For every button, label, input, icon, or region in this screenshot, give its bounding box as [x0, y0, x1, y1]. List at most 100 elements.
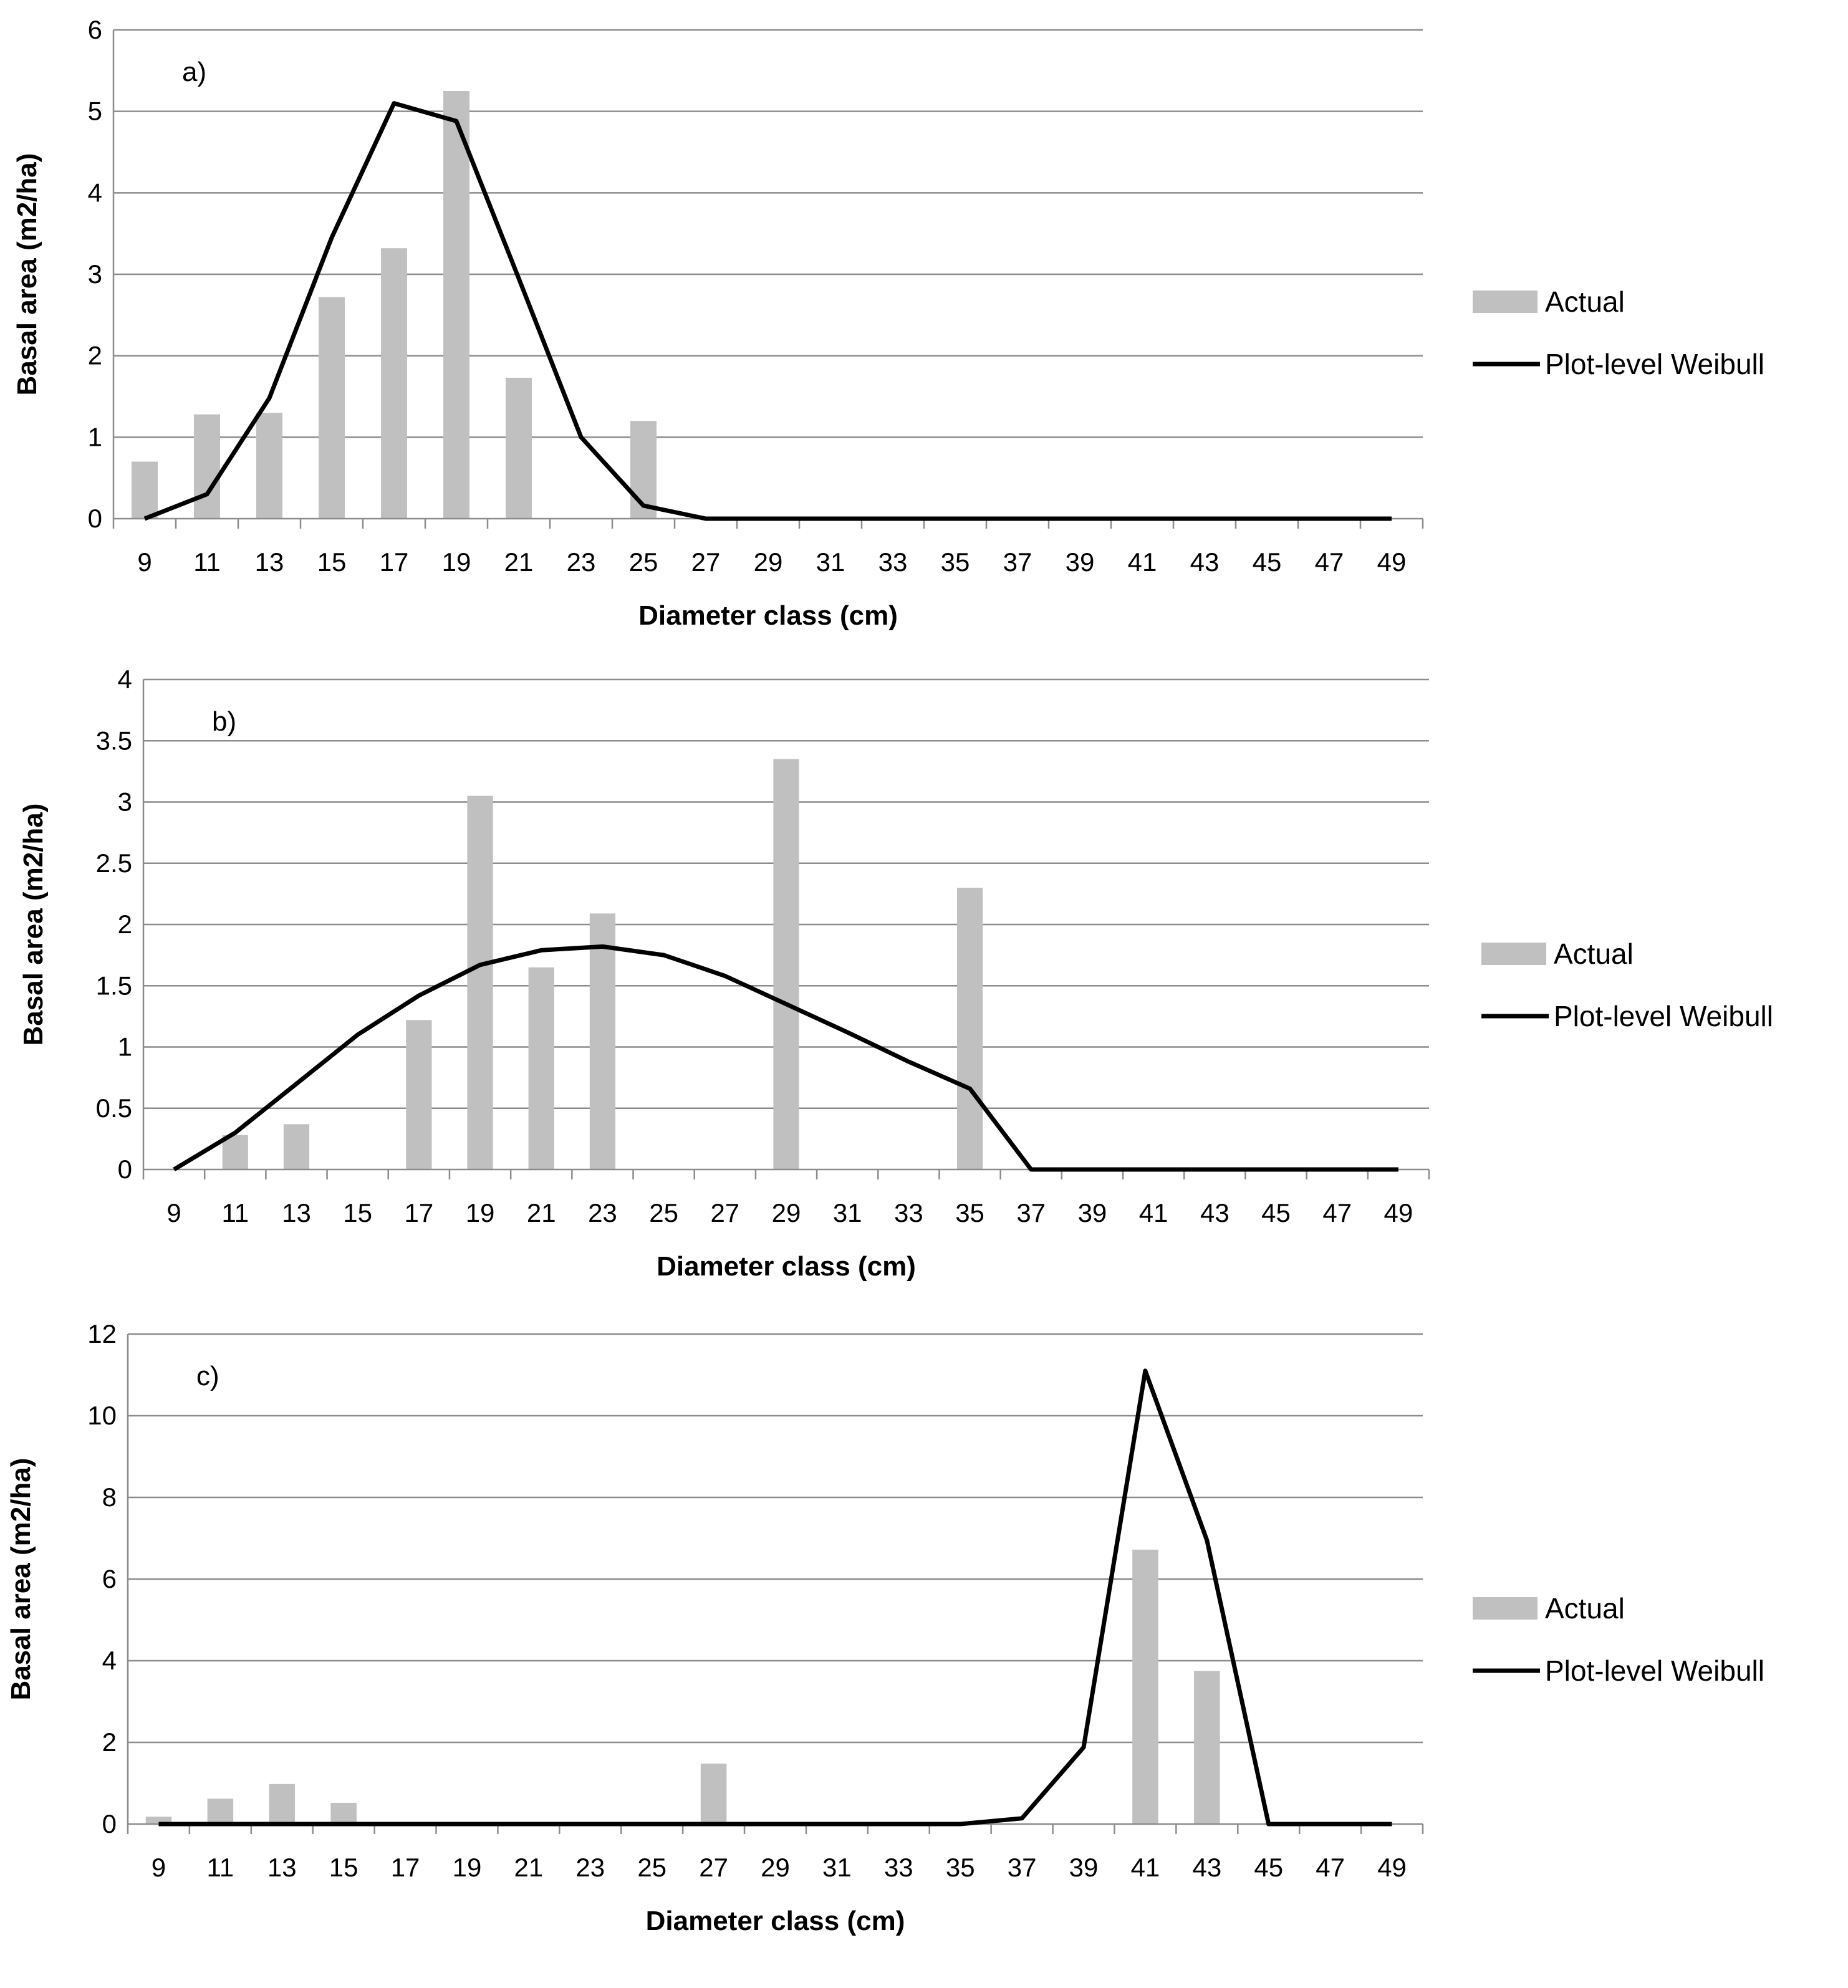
x-tick-label: 49 [1384, 1198, 1413, 1227]
x-tick-label: 15 [329, 1853, 359, 1882]
legend: Actual Plot-level Weibull [1473, 1592, 1764, 1687]
x-tick-label: 37 [1008, 1853, 1037, 1882]
y-tick-label: 0.5 [96, 1093, 132, 1123]
bar [330, 1802, 357, 1824]
y-tick-label: 10 [87, 1401, 117, 1430]
x-tick-label: 25 [637, 1853, 667, 1882]
x-tick-label: 9 [137, 547, 152, 577]
x-tick-label: 21 [514, 1853, 544, 1882]
x-tick-label: 41 [1139, 1198, 1168, 1227]
y-tick-label: 3.5 [96, 726, 132, 755]
legend-label-actual: Actual [1545, 1592, 1625, 1625]
bar [207, 1798, 234, 1824]
panel-label: a) [182, 57, 206, 87]
x-tick-label: 11 [221, 1198, 249, 1227]
x-tick-label: 27 [710, 1198, 739, 1227]
legend: Actual Plot-level Weibull [1481, 938, 1773, 1032]
x-tick-label: 23 [567, 547, 596, 577]
x-tick-label: 13 [255, 547, 284, 577]
x-tick-label: 41 [1128, 547, 1157, 577]
bar [269, 1784, 296, 1824]
weibull-line [143, 101, 1392, 521]
x-axis-title: Diameter class (cm) [638, 600, 898, 631]
x-tick-label: 35 [955, 1198, 984, 1227]
y-tick-label: 0 [88, 504, 102, 533]
y-tick-label: 2 [118, 910, 132, 939]
x-tick-label: 19 [442, 547, 471, 577]
y-tick-label: 5 [88, 97, 102, 126]
legend-label-actual: Actual [1554, 938, 1634, 970]
bar [1194, 1671, 1220, 1824]
x-tick-label: 21 [504, 547, 534, 577]
y-tick-label: 0 [118, 1155, 132, 1184]
legend-swatch-actual [1481, 943, 1546, 965]
x-tick-label: 31 [816, 547, 845, 577]
x-tick-label: 17 [391, 1853, 420, 1882]
x-tick-label: 33 [884, 1853, 913, 1882]
bar [467, 795, 493, 1169]
y-tick-label: 4 [102, 1646, 117, 1675]
x-tick-label: 17 [380, 547, 409, 577]
bar [1132, 1549, 1158, 1824]
bar [773, 759, 799, 1169]
x-tick-label: 45 [1254, 1853, 1283, 1882]
x-tick-label: 15 [317, 547, 347, 577]
x-tick-label: 41 [1131, 1853, 1160, 1882]
chart-panel-c: 0 2 4 6 8 10 12 9 11 13 15 17 19 21 23 25 27 29 31 33 35 37 39… [6, 1319, 1764, 1936]
x-tick-label: 31 [822, 1853, 852, 1882]
y-tick-label: 8 [102, 1482, 117, 1512]
bar [406, 1020, 432, 1169]
x-tick-label: 47 [1322, 1198, 1352, 1227]
x-tick-label: 21 [527, 1198, 556, 1227]
bar [145, 1817, 172, 1824]
x-tick-label: 45 [1253, 547, 1282, 577]
legend-label-weibull: Plot-level Weibull [1545, 348, 1764, 380]
bar [506, 377, 532, 519]
x-tick-label: 23 [588, 1198, 617, 1227]
x-tick-label: 47 [1315, 547, 1344, 577]
y-tick-label: 2 [102, 1727, 117, 1757]
x-tick-label: 9 [166, 1198, 181, 1227]
x-tick-label: 13 [267, 1853, 297, 1882]
y-axis-title: Basal area (m2/ha) [6, 1458, 36, 1701]
x-tick-label: 43 [1192, 1853, 1221, 1882]
x-tick-label: 35 [946, 1853, 975, 1882]
x-tick-label: 43 [1190, 547, 1220, 577]
bar [194, 414, 220, 519]
x-tick-label: 19 [466, 1198, 495, 1227]
y-axis-title: Basal area (m2/ha) [18, 804, 49, 1046]
x-tick-label: 45 [1261, 1198, 1291, 1227]
x-axis-title: Diameter class (cm) [646, 1906, 905, 1936]
x-tick-label: 43 [1200, 1198, 1230, 1227]
legend-label-weibull: Plot-level Weibull [1545, 1654, 1764, 1687]
x-tick-label: 15 [343, 1198, 372, 1227]
x-tick-label: 37 [1003, 547, 1032, 577]
y-tick-label: 3 [118, 787, 132, 817]
x-axis-title: Diameter class (cm) [657, 1251, 916, 1282]
x-tick-label: 17 [404, 1198, 433, 1227]
y-tick-label: 3 [88, 259, 102, 289]
x-tick-label: 31 [833, 1198, 862, 1227]
bar [956, 888, 983, 1169]
legend-label-actual: Actual [1545, 286, 1625, 318]
x-tick-label: 39 [1078, 1198, 1107, 1227]
x-tick-label: 49 [1377, 547, 1407, 577]
y-tick-label: 1 [118, 1032, 132, 1062]
x-tick-label: 33 [894, 1198, 923, 1227]
x-tick-label: 27 [699, 1853, 728, 1882]
bar [222, 1135, 248, 1169]
x-tick-label: 37 [1016, 1198, 1046, 1227]
panel-label: c) [196, 1361, 219, 1391]
y-tick-label: 2 [88, 341, 102, 370]
x-tick-label: 9 [152, 1853, 166, 1882]
x-tick-label: 13 [282, 1198, 311, 1227]
x-tick-label: 39 [1069, 1853, 1099, 1882]
y-tick-label: 4 [118, 665, 132, 694]
chart-panel-b: 00.511.522.533.549 11 13 15 17 19 21 23 25 27 29 31… [18, 665, 1773, 1282]
legend-swatch-actual [1473, 291, 1538, 313]
x-tick-label: 29 [754, 547, 783, 577]
bar [630, 421, 657, 519]
x-tick-label: 25 [649, 1198, 678, 1227]
